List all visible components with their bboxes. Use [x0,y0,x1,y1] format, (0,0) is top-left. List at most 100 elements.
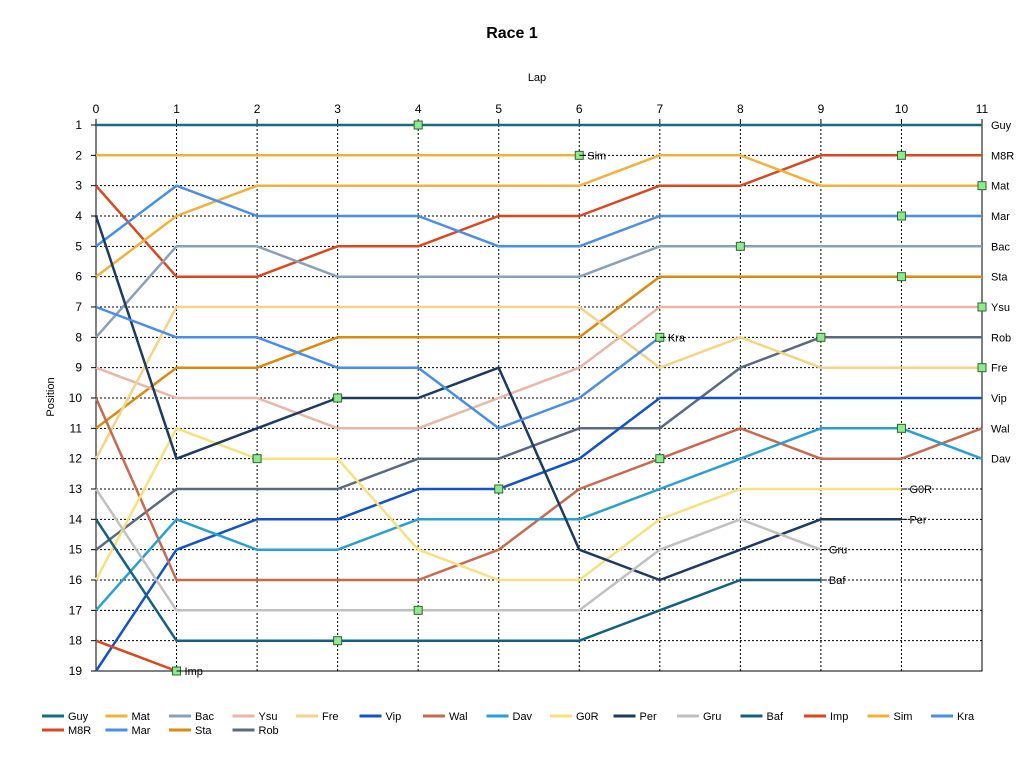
x-tick-label: 7 [656,102,663,116]
legend-label-Bac: Bac [195,711,214,723]
legend-label-Kra: Kra [957,711,975,723]
end-label-M8R: M8R [991,150,1014,162]
x-axis-label: Lap [528,72,546,84]
series-marker-Dav [896,423,906,433]
series-marker-Mar [896,211,906,221]
end-label-Vip: Vip [991,393,1007,405]
legend-label-G0R: G0R [576,711,599,723]
legend-label-Dav: Dav [513,711,533,723]
y-tick-label: 7 [75,300,82,314]
end-label-Mar: Mar [991,211,1010,223]
series-marker-Rob [816,332,826,342]
legend-label-Rob: Rob [259,725,279,737]
series-line-Kra [95,305,661,430]
series-line-Ysu [95,305,982,430]
series-marker-Fre [977,363,987,373]
end-label-Imp: Imp [185,666,203,678]
series-line-Sta [95,275,982,430]
series-line-Gru [94,488,822,612]
y-tick-label: 3 [75,179,82,193]
y-tick-label: 19 [69,664,83,678]
series-line-G0R [94,427,902,582]
series-marker-Vip [494,484,504,494]
end-label-Guy: Guy [991,120,1012,132]
x-tick-label: 2 [254,102,261,116]
series-marker-Ysu [977,302,987,312]
y-tick-label: 11 [70,421,83,435]
legend: Guy Mat Bac Ysu Fre Vip Wal Dav G0R Per Gru Baf Imp S… [42,711,975,737]
y-tick-label: 8 [75,330,82,344]
legend-label-Gru: Gru [703,711,721,723]
legend-label-Mar: Mar [132,725,151,737]
series-lines [94,123,983,673]
series-line-Vip [94,396,982,672]
x-tick-label: 3 [334,102,341,116]
series-line-Mat [95,154,982,278]
end-label-Baf: Baf [829,575,846,587]
legend-label-Vip: Vip [386,711,402,723]
y-tick-label: 6 [75,270,82,284]
legend-label-Imp: Imp [830,711,848,723]
legend-label-Sta: Sta [195,725,212,737]
legend-label-Per: Per [640,711,657,723]
end-label-Gru: Gru [829,545,847,557]
x-tick-label: 6 [576,102,583,116]
x-tick-label: 10 [895,102,909,116]
series-marker-Mat [977,181,987,191]
legend-label-Guy: Guy [68,711,89,723]
end-label-Mat: Mat [991,181,1009,193]
series-marker-G0R [252,454,262,464]
x-tick-label: 9 [818,102,825,116]
y-tick-label: 14 [69,512,83,526]
series-marker-M8R [896,150,906,160]
y-tick-label: 17 [69,603,83,617]
end-label-Sim: Sim [587,150,606,162]
legend-label-M8R: M8R [68,725,91,737]
series-marker-Guy [413,120,423,130]
end-label-Dav: Dav [991,454,1011,466]
y-tick-label: 5 [75,239,82,253]
y-tick-label: 15 [69,543,83,557]
end-label-Per: Per [909,514,926,526]
x-tick-label: 8 [737,102,744,116]
x-tick-label: 1 [173,102,180,116]
y-axis-label: Position [45,377,57,416]
legend-label-Sim: Sim [894,711,913,723]
end-label-Rob: Rob [991,332,1011,344]
end-label-Ysu: Ysu [991,302,1010,314]
series-line-Bac [95,245,982,339]
series-line-Baf [94,518,821,642]
series-line-Imp [95,639,177,673]
y-tick-label: 10 [69,391,83,405]
end-label-Bac: Bac [991,241,1010,253]
y-tick-label: 2 [75,148,82,162]
y-tick-label: 18 [69,634,83,648]
legend-label-Wal: Wal [449,711,468,723]
y-tick-label: 12 [69,452,83,466]
end-labels: Guy M8R Mat Mar Bac Sta Ysu Rob Fre Vip Wal Dav G0R P… [176,120,1014,678]
legend-label-Mat: Mat [132,711,150,723]
end-label-Sta: Sta [991,272,1008,284]
series-line-M8R [95,154,982,278]
series-line-Dav [95,427,983,612]
series-marker-Gru [413,605,423,615]
x-tick-label: 11 [976,102,989,116]
x-axis-ticks: 0 1 2 3 4 5 6 7 8 9 10 11 [93,102,989,125]
chart-title: Race 1 [486,25,538,42]
y-tick-label: 13 [69,482,83,496]
series-marker-Baf [333,636,343,646]
end-label-Kra: Kra [668,332,686,344]
x-tick-label: 4 [415,102,422,116]
y-tick-label: 4 [75,209,82,223]
y-tick-label: 1 [75,118,82,132]
legend-label-Fre: Fre [322,711,339,723]
series-line-Per [94,215,902,582]
y-tick-label: 16 [69,573,83,587]
y-tick-label: 9 [75,361,82,375]
end-label-G0R: G0R [909,484,932,496]
x-tick-label: 0 [93,102,100,116]
end-label-Fre: Fre [991,363,1008,375]
series-marker-Sta [896,272,906,282]
